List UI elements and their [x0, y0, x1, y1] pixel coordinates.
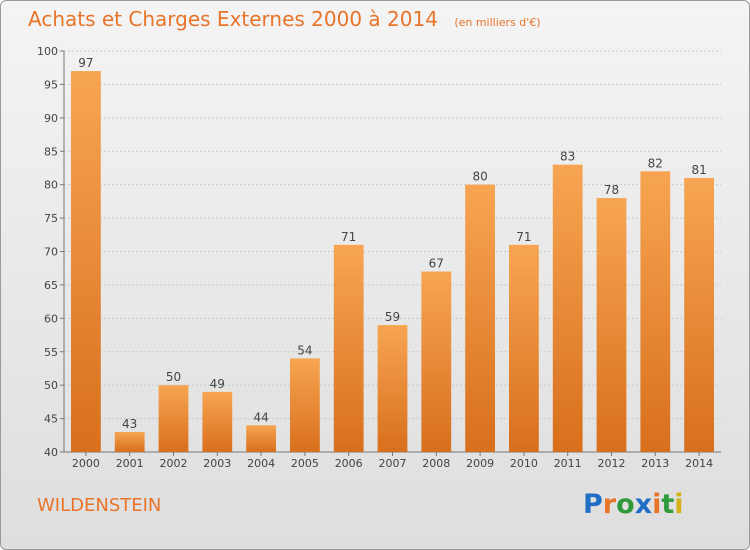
- y-tick-label: 60: [44, 312, 58, 325]
- bar-2000: [71, 71, 101, 453]
- bar-2007: [377, 325, 408, 452]
- bar-2011: [552, 164, 583, 452]
- logo-letter: x: [634, 489, 653, 520]
- place-name: WILDENSTEIN: [37, 495, 162, 516]
- y-tick-label: 65: [44, 279, 58, 292]
- y-tick-label: 40: [44, 446, 58, 459]
- bar-2001: [114, 431, 145, 452]
- x-tick-label: 2011: [554, 457, 582, 470]
- logo-letter: i: [674, 489, 684, 520]
- x-tick-label: 2012: [598, 457, 626, 470]
- bar-2004: [246, 425, 276, 452]
- chart-title-text: Achats et Charges Externes 2000 à 2014: [28, 7, 438, 31]
- y-tick-label: 85: [44, 145, 58, 158]
- data-label: 50: [166, 370, 181, 384]
- x-tick-label: 2002: [160, 457, 188, 470]
- x-tick-label: 2014: [685, 457, 713, 470]
- y-tick-labels: 40 45 50 55 60 65 70 75 80 85 90 95 100: [37, 45, 58, 459]
- bars: [71, 71, 714, 453]
- bar-2012: [596, 198, 627, 452]
- logo-letter: o: [616, 489, 635, 520]
- x-tick-labels: 2000 2001 2002 2003 2004 2005 2006 2007 2008 2009…: [72, 457, 713, 470]
- x-tick-label: 2013: [641, 457, 669, 470]
- data-label: 71: [516, 230, 531, 244]
- data-label: 43: [122, 417, 137, 431]
- data-label: 81: [691, 163, 706, 177]
- y-tick-label: 55: [44, 346, 58, 359]
- bar-2014: [684, 177, 714, 452]
- x-tick-label: 2006: [335, 457, 363, 470]
- data-label: 67: [429, 257, 444, 271]
- logo-letter: r: [602, 489, 617, 520]
- data-label: 78: [604, 183, 619, 197]
- y-tick-label: 75: [44, 212, 58, 225]
- bar-2005: [290, 358, 320, 452]
- data-label: 83: [560, 150, 575, 164]
- y-tick-label: 100: [37, 45, 58, 58]
- bar-2010: [509, 244, 539, 452]
- y-tick-label: 45: [44, 413, 58, 426]
- data-label: 71: [341, 230, 356, 244]
- x-tick-label: 2007: [379, 457, 407, 470]
- data-label: 44: [253, 410, 268, 424]
- y-tick-label: 80: [44, 179, 58, 192]
- y-tick-label: 90: [44, 112, 58, 125]
- bar-2003: [202, 391, 233, 452]
- x-tick-label: 2001: [116, 457, 144, 470]
- data-label: 80: [472, 170, 487, 184]
- data-labels: 97 43 50 49 44 54 71 59 67 80 71 83 78 82 81: [78, 56, 706, 431]
- x-tick-label: 2009: [466, 457, 494, 470]
- data-label: 97: [78, 56, 93, 70]
- data-label: 54: [297, 343, 312, 357]
- x-tick-label: 2000: [72, 457, 100, 470]
- data-label: 82: [648, 156, 663, 170]
- logo-letter: i: [652, 489, 662, 520]
- logo-letter: P: [583, 489, 603, 520]
- bar-2013: [640, 171, 671, 453]
- bar-2009: [465, 184, 495, 452]
- bar-2008: [421, 271, 452, 452]
- chart-subtitle: (en milliers d'€): [454, 16, 541, 29]
- chart-title: Achats et Charges Externes 2000 à 2014 (…: [28, 7, 541, 31]
- x-tick-label: 2005: [291, 457, 319, 470]
- x-tick-label: 2004: [247, 457, 275, 470]
- x-tick-label: 2008: [422, 457, 450, 470]
- bar-2006: [333, 244, 364, 452]
- y-tick-label: 95: [44, 78, 58, 91]
- x-tick-label: 2010: [510, 457, 538, 470]
- y-tick-label: 50: [44, 379, 58, 392]
- data-label: 59: [385, 310, 400, 324]
- data-label: 49: [210, 377, 225, 391]
- x-tick-label: 2003: [203, 457, 231, 470]
- y-tick-label: 70: [44, 246, 58, 259]
- proxiti-logo[interactable]: Proxiti: [583, 489, 684, 520]
- bar-2002: [158, 385, 189, 452]
- logo-letter: t: [661, 489, 675, 520]
